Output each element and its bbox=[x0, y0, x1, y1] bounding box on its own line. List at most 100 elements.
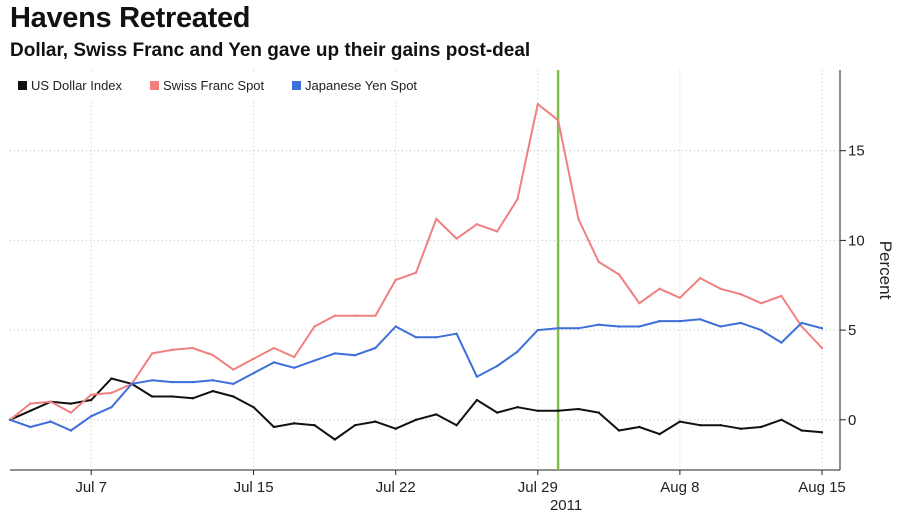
data-point-japanese-yen-spot bbox=[130, 382, 133, 386]
data-point-us-dollar-index bbox=[577, 407, 580, 411]
data-point-us-dollar-index bbox=[678, 420, 682, 423]
data-point-japanese-yen-spot bbox=[455, 332, 458, 335]
data-point-japanese-yen-spot bbox=[658, 319, 661, 323]
data-point-us-dollar-index bbox=[353, 423, 357, 427]
data-point-japanese-yen-spot bbox=[597, 323, 600, 326]
data-point-swiss-franc-spot bbox=[556, 119, 560, 122]
data-point-us-dollar-index bbox=[617, 429, 621, 432]
data-point-us-dollar-index bbox=[638, 425, 641, 429]
data-point-swiss-franc-spot bbox=[638, 301, 641, 305]
data-point-swiss-franc-spot bbox=[333, 314, 336, 317]
legend: US Dollar Index Swiss Franc Spot Japanese … bbox=[10, 72, 417, 100]
data-point-us-dollar-index bbox=[516, 406, 519, 409]
data-point-us-dollar-index bbox=[496, 411, 499, 414]
data-point-us-dollar-index bbox=[69, 402, 73, 405]
data-point-us-dollar-index bbox=[536, 409, 539, 413]
data-point-swiss-franc-spot bbox=[171, 348, 174, 352]
data-point-us-dollar-index bbox=[29, 409, 32, 413]
legend-label: US Dollar Index bbox=[31, 78, 123, 93]
data-point-swiss-franc-spot bbox=[110, 391, 113, 395]
data-point-japanese-yen-spot bbox=[333, 352, 336, 355]
data-point-us-dollar-index bbox=[435, 413, 438, 416]
data-point-swiss-franc-spot bbox=[435, 217, 438, 221]
data-point-us-dollar-index bbox=[374, 420, 377, 423]
chart-subtitle: Dollar, Swiss Franc and Yen gave up thei… bbox=[10, 40, 531, 61]
y-tick-label: 10 bbox=[848, 232, 865, 249]
data-point-japanese-yen-spot bbox=[171, 380, 174, 384]
data-point-swiss-franc-spot bbox=[759, 301, 763, 305]
x-tick-label: Aug 15 bbox=[798, 479, 846, 496]
data-point-us-dollar-index bbox=[313, 423, 316, 427]
legend-background bbox=[10, 72, 402, 100]
data-point-us-dollar-index bbox=[597, 411, 600, 414]
data-point-swiss-franc-spot bbox=[597, 260, 600, 264]
data-point-swiss-franc-spot bbox=[313, 325, 316, 328]
data-point-japanese-yen-spot bbox=[496, 364, 499, 368]
data-point-us-dollar-index bbox=[272, 425, 276, 429]
data-point-us-dollar-index bbox=[414, 418, 418, 421]
data-point-japanese-yen-spot bbox=[191, 380, 194, 384]
y-axis: 0 5 10 15 Percent bbox=[839, 70, 895, 470]
data-point-japanese-yen-spot bbox=[638, 325, 641, 328]
legend-swatch bbox=[150, 81, 159, 90]
y-tick-label: 15 bbox=[848, 143, 865, 160]
data-point-us-dollar-index bbox=[658, 432, 661, 436]
data-point-japanese-yen-spot bbox=[780, 341, 783, 344]
data-point-us-dollar-index bbox=[90, 398, 93, 402]
legend-swatch bbox=[292, 81, 301, 90]
legend-swatch bbox=[18, 81, 27, 90]
data-point-japanese-yen-spot bbox=[556, 327, 560, 330]
data-point-swiss-franc-spot bbox=[252, 357, 255, 360]
data-point-swiss-franc-spot bbox=[739, 293, 742, 296]
data-point-us-dollar-index bbox=[293, 422, 296, 425]
y-tick-label: 0 bbox=[848, 412, 856, 429]
data-point-us-dollar-index bbox=[110, 377, 113, 380]
data-point-japanese-yen-spot bbox=[800, 321, 803, 325]
data-point-us-dollar-index bbox=[719, 423, 722, 427]
data-point-swiss-franc-spot bbox=[820, 346, 824, 350]
data-point-swiss-franc-spot bbox=[475, 223, 479, 226]
data-point-japanese-yen-spot bbox=[435, 336, 438, 339]
data-point-swiss-franc-spot bbox=[150, 352, 154, 355]
data-point-us-dollar-index bbox=[232, 395, 235, 398]
data-point-swiss-franc-spot bbox=[780, 294, 783, 298]
data-point-swiss-franc-spot bbox=[191, 346, 194, 350]
series-line-japanese-yen-spot bbox=[9, 318, 823, 432]
gridlines bbox=[10, 70, 840, 470]
data-point-japanese-yen-spot bbox=[739, 321, 742, 325]
data-point-us-dollar-index bbox=[150, 395, 154, 398]
x-tick-label: Jul 29 bbox=[518, 479, 558, 496]
data-point-us-dollar-index bbox=[211, 389, 215, 393]
data-point-us-dollar-index bbox=[800, 429, 803, 432]
data-point-swiss-franc-spot bbox=[536, 102, 539, 106]
data-point-us-dollar-index bbox=[252, 406, 255, 409]
data-point-swiss-franc-spot bbox=[516, 197, 519, 201]
x-tick-label: Jul 7 bbox=[75, 479, 107, 496]
data-point-swiss-franc-spot bbox=[69, 411, 73, 414]
data-point-swiss-franc-spot bbox=[29, 402, 32, 405]
data-point-swiss-franc-spot bbox=[49, 400, 52, 404]
legend-label: Swiss Franc Spot bbox=[163, 78, 265, 93]
data-point-swiss-franc-spot bbox=[272, 346, 276, 350]
data-point-swiss-franc-spot bbox=[658, 287, 661, 291]
x-tick-label: Aug 8 bbox=[660, 479, 699, 496]
data-point-us-dollar-index bbox=[475, 398, 479, 402]
data-point-swiss-franc-spot bbox=[293, 355, 296, 359]
data-point-japanese-yen-spot bbox=[29, 425, 32, 429]
data-point-japanese-yen-spot bbox=[69, 429, 73, 432]
data-point-us-dollar-index bbox=[171, 395, 174, 398]
data-point-japanese-yen-spot bbox=[8, 418, 12, 421]
series-line-swiss-franc-spot bbox=[9, 103, 823, 421]
data-point-japanese-yen-spot bbox=[699, 318, 702, 321]
data-point-japanese-yen-spot bbox=[353, 354, 357, 357]
data-point-japanese-yen-spot bbox=[414, 336, 418, 339]
data-point-swiss-franc-spot bbox=[496, 230, 499, 233]
data-point-swiss-franc-spot bbox=[678, 296, 682, 300]
data-point-us-dollar-index bbox=[820, 431, 824, 434]
data-point-us-dollar-index bbox=[699, 423, 702, 427]
data-point-japanese-yen-spot bbox=[150, 379, 154, 382]
data-point-swiss-franc-spot bbox=[211, 354, 215, 357]
data-point-us-dollar-index bbox=[333, 438, 336, 441]
data-point-japanese-yen-spot bbox=[759, 328, 763, 332]
